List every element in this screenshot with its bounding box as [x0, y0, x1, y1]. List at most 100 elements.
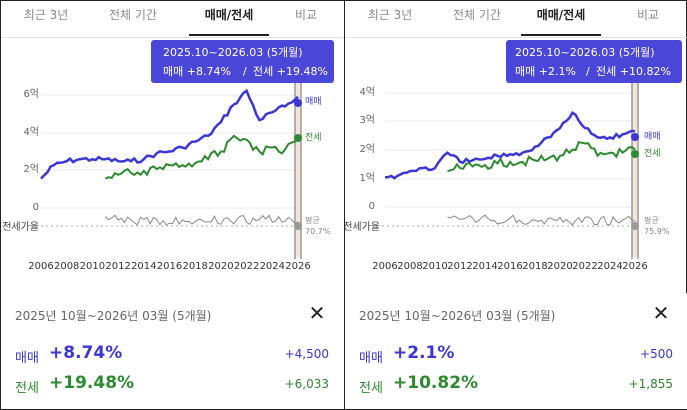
rent-series-line [104, 134, 299, 180]
rent-series-label: 전세 [644, 148, 661, 159]
panel-divider [344, 0, 345, 410]
x-tick-label: 2014 [472, 261, 497, 272]
rent-end-dot [294, 134, 302, 142]
tab-buy-rent[interactable]: 매매/전세 [189, 1, 269, 36]
close-icon[interactable]: ✕ [308, 301, 326, 325]
x-tick-label: 2016 [157, 261, 182, 272]
y-tick-0: 0 [33, 202, 39, 213]
tab-all-period[interactable]: 전체 기간 [453, 8, 501, 22]
avg-value: 75.9% [644, 227, 670, 236]
rent-summary-row: 전세 +10.82% +1,855 [359, 373, 673, 397]
x-tick-label: 2026 [285, 261, 310, 272]
x-tick-label: 2018 [522, 261, 547, 272]
x-tick-label: 2026 [622, 261, 647, 272]
x-tick-label: 2010 [422, 261, 447, 272]
y-tick-2: 2억 [23, 163, 39, 175]
ratio-label: 전세가율 [345, 221, 380, 233]
buy-summary-amount: +500 [640, 347, 673, 361]
x-tick-label: 2008 [54, 261, 79, 272]
tab-compare[interactable]: 비교 [294, 8, 318, 22]
buy-summary-percent: +8.74% [49, 343, 123, 363]
x-tick-label: 2020 [208, 261, 233, 272]
rent-summary-percent: +10.82% [393, 373, 479, 393]
price-chart[interactable]: 4억 3억 2억 1억 0 전세가율 매매 전세 평균 75.9% 2006 20… [345, 37, 687, 277]
buy-summary-row: 매매 +2.1% +500 [359, 343, 673, 367]
x-tick-label: 2022 [572, 261, 597, 272]
rent-end-dot [631, 150, 639, 158]
buy-summary-row: 매매 +8.74% +4,500 [15, 343, 329, 367]
buy-summary-percent: +2.1% [393, 343, 455, 363]
buy-series-label: 매매 [644, 131, 661, 142]
rent-summary-percent: +19.48% [49, 373, 135, 393]
rent-summary-amount: +1,855 [628, 377, 673, 391]
tab-bar: 최근 3년 전체 기간 매매/전세 비교 [345, 1, 687, 38]
x-tick-label: 2012 [105, 261, 130, 272]
buy-series-label: 매매 [305, 96, 322, 107]
period-summary-card: 2025년 10월~2026년 03월 (5개월) ✕ 매매 +8.74% +4… [1, 293, 343, 409]
tooltip-period: 2025.10~2026.03 (5개월) [515, 46, 655, 59]
left-panel: 최근 3년 전체 기간 매매/전세 비교 6억 4억 2억 0 전세가율 매매 … [1, 1, 343, 409]
summary-period: 2025년 10월~2026년 03월 (5개월) [15, 309, 212, 323]
buy-summary-label: 매매 [359, 351, 383, 366]
tooltip-period: 2025.10~2026.03 (5개월) [163, 46, 303, 59]
x-tick-label: 2014 [131, 261, 156, 272]
y-tick-0: 0 [369, 201, 375, 212]
tab-recent-3y[interactable]: 최근 3년 [367, 8, 413, 22]
rent-summary-row: 전세 +19.48% +6,033 [15, 373, 329, 397]
x-tick-label: 2020 [547, 261, 572, 272]
buy-end-dot [294, 99, 302, 107]
x-tick-label: 2018 [182, 261, 207, 272]
price-chart[interactable]: 6억 4억 2억 0 전세가율 매매 전세 평균 70.7% 2006 2008 2… [1, 37, 343, 277]
ratio-series-line [447, 214, 636, 226]
x-tick-label: 2006 [372, 261, 397, 272]
avg-label: 평균 [644, 215, 659, 225]
rent-summary-amount: +6,033 [284, 377, 329, 391]
tab-bar: 최근 3년 전체 기간 매매/전세 비교 [1, 1, 343, 38]
y-tick-3: 3억 [359, 114, 375, 126]
tab-buy-rent[interactable]: 매매/전세 [521, 1, 601, 36]
y-tick-6: 6억 [23, 88, 39, 100]
ratio-end-dot [294, 222, 302, 230]
tab-compare[interactable]: 비교 [636, 8, 660, 22]
summary-period: 2025년 10월~2026년 03월 (5개월) [359, 309, 556, 323]
buy-summary-amount: +4,500 [284, 347, 329, 361]
tooltip-separator: / [243, 65, 247, 78]
x-tick-label: 2010 [80, 261, 105, 272]
avg-label: 평균 [305, 215, 320, 225]
x-tick-label: 2012 [447, 261, 472, 272]
tooltip-buy: 매매 +8.74% [163, 65, 231, 78]
tooltip-box [506, 40, 682, 83]
x-tick-label: 2008 [397, 261, 422, 272]
tooltip-rent: 전세 +19.48% [253, 65, 328, 78]
tab-recent-3y[interactable]: 최근 3년 [23, 8, 69, 22]
period-summary-card: 2025년 10월~2026년 03월 (5개월) ✕ 매매 +2.1% +50… [345, 293, 687, 409]
rent-series-label: 전세 [305, 132, 322, 143]
tooltip-rent: 전세 +10.82% [596, 65, 671, 78]
buy-end-dot [631, 133, 639, 141]
tooltip-box [151, 40, 334, 83]
y-tick-1: 1억 [359, 172, 375, 184]
tooltip-buy: 매매 +2.1% [515, 65, 576, 78]
x-tick-label: 2024 [597, 261, 622, 272]
ratio-label: 전세가율 [2, 221, 39, 233]
avg-value: 70.7% [305, 227, 331, 236]
x-tick-label: 2022 [234, 261, 259, 272]
close-icon[interactable]: ✕ [652, 301, 670, 325]
buy-summary-label: 매매 [15, 351, 39, 366]
buy-series-line [384, 111, 636, 180]
tooltip-separator: / [586, 65, 590, 78]
y-tick-4: 4억 [359, 86, 375, 98]
rent-series-line [447, 141, 636, 173]
x-tick-label: 2016 [497, 261, 522, 272]
y-tick-4: 4억 [23, 126, 39, 138]
x-tick-label: 2024 [260, 261, 285, 272]
rent-summary-label: 전세 [15, 381, 39, 396]
rent-summary-label: 전세 [359, 381, 383, 396]
y-tick-2: 2억 [359, 143, 375, 155]
x-tick-label: 2006 [28, 261, 53, 272]
buy-series-line [40, 88, 299, 180]
ratio-end-dot [631, 222, 639, 230]
tab-all-period[interactable]: 전체 기간 [109, 8, 157, 22]
right-panel: 최근 3년 전체 기간 매매/전세 비교 4억 3억 2억 1억 0 전세가율 … [345, 1, 687, 409]
ratio-series-line [104, 214, 299, 226]
